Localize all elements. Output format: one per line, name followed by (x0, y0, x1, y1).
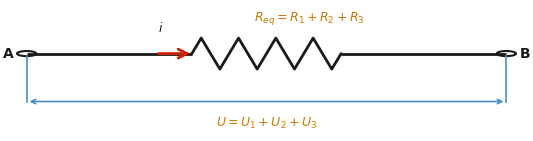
Text: $i$: $i$ (158, 21, 164, 35)
Text: $U = U_1 + U_2 + U_3$: $U = U_1 + U_2 + U_3$ (216, 116, 317, 131)
Text: $R_{eq} = R_1 + R_2 + R_3$: $R_{eq} = R_1 + R_2 + R_3$ (254, 10, 365, 27)
Text: A: A (3, 47, 13, 61)
Text: B: B (520, 47, 530, 61)
